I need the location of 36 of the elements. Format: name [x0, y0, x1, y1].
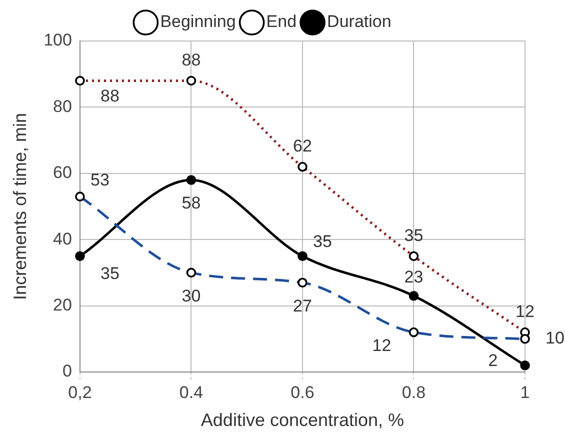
legend-label: Duration: [327, 12, 392, 32]
data-label: 62: [293, 136, 312, 156]
point: [520, 360, 530, 370]
data-label: 30: [182, 286, 201, 306]
x-tick-label: 0.4: [179, 382, 204, 402]
data-label: 53: [90, 170, 110, 190]
y-axis-title: Increments of time, min: [10, 112, 30, 300]
y-tick-label: 100: [44, 30, 72, 50]
data-label: 88: [100, 86, 120, 106]
y-tick-label: 40: [53, 229, 72, 248]
data-label: 12: [516, 302, 534, 321]
y-tick-label: 20: [53, 295, 72, 314]
y-tick-label: 80: [53, 96, 72, 116]
data-label: 58: [182, 194, 201, 213]
data-label: 35: [404, 226, 424, 245]
x-axis-title: Additive concentration, %: [200, 410, 404, 430]
y-tick-label: 0: [62, 362, 72, 381]
data-label: 2: [488, 351, 498, 370]
data-label: 35: [100, 264, 120, 283]
data-label: 12: [372, 336, 392, 355]
legend-label: End: [266, 12, 297, 32]
data-label: 88: [182, 50, 201, 70]
point: [186, 175, 196, 185]
x-tick-label: 0.6: [290, 382, 314, 402]
data-label: 10: [546, 328, 564, 348]
legend-label: Beginning: [160, 12, 236, 32]
x-tick-label: 1: [520, 382, 530, 402]
data-label: 23: [404, 268, 424, 287]
y-tick-label: 60: [53, 163, 72, 182]
point: [75, 251, 85, 262]
point: [408, 290, 419, 301]
point: [298, 251, 308, 262]
data-label: 35: [313, 232, 332, 251]
x-tick-label: 0.8: [402, 382, 426, 402]
data-label: 27: [293, 296, 312, 316]
x-tick-label: 0,2: [68, 382, 92, 402]
